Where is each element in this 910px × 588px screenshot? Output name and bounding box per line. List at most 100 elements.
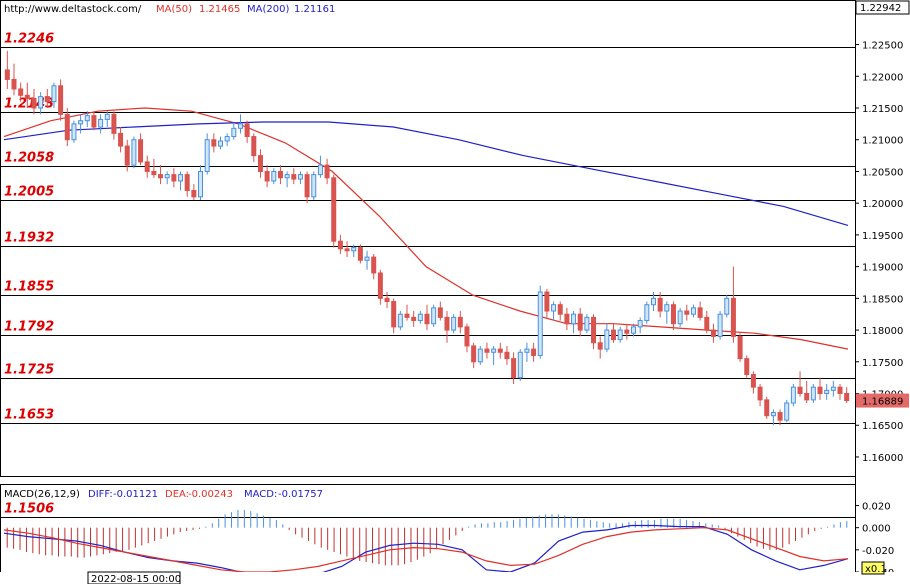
candle bbox=[710, 323, 716, 343]
candle bbox=[84, 111, 90, 128]
ma50-value: 1.21465 bbox=[199, 4, 240, 15]
candle bbox=[551, 301, 557, 321]
candle bbox=[664, 301, 670, 324]
price-tick-label: 1.20500 bbox=[862, 167, 903, 178]
candle bbox=[24, 82, 30, 108]
candle bbox=[51, 82, 57, 108]
candle bbox=[597, 336, 603, 359]
candle bbox=[577, 307, 583, 337]
candle bbox=[277, 165, 283, 185]
candle bbox=[670, 301, 676, 331]
price-tick-label: 1.22000 bbox=[862, 72, 903, 83]
candle bbox=[457, 311, 463, 334]
macd-tick-label: 0.000 bbox=[862, 524, 891, 535]
candle bbox=[184, 171, 190, 197]
candle bbox=[684, 304, 690, 321]
level-label: 1.2246 bbox=[4, 32, 54, 47]
candle bbox=[804, 380, 810, 404]
candle bbox=[251, 133, 257, 162]
macd-diff-value: -0.01121 bbox=[113, 489, 158, 500]
candle bbox=[291, 168, 297, 185]
candle bbox=[171, 168, 177, 188]
candle bbox=[204, 133, 210, 175]
candle bbox=[717, 311, 723, 340]
candle bbox=[11, 63, 17, 96]
macd-macd-value: -0.01757 bbox=[278, 489, 323, 500]
candle bbox=[644, 301, 650, 324]
current-price-marker bbox=[856, 393, 909, 408]
zoom-label: x0.1 bbox=[865, 564, 887, 575]
level-label: 1.1653 bbox=[4, 408, 54, 423]
candle bbox=[411, 311, 417, 327]
candle bbox=[98, 114, 104, 134]
candle bbox=[531, 342, 537, 362]
candle bbox=[257, 149, 263, 178]
candle bbox=[524, 342, 530, 362]
candle bbox=[497, 342, 503, 359]
candle bbox=[471, 342, 477, 369]
level-label: 1.2058 bbox=[4, 151, 54, 166]
candle bbox=[284, 171, 290, 188]
price-tick-label: 1.18000 bbox=[862, 326, 903, 337]
candle bbox=[704, 311, 710, 334]
candle bbox=[198, 165, 204, 200]
candle bbox=[777, 409, 783, 426]
candle bbox=[437, 301, 443, 321]
candle bbox=[564, 307, 570, 331]
candle bbox=[724, 295, 730, 318]
candle bbox=[297, 171, 303, 185]
candle bbox=[304, 171, 310, 204]
candle bbox=[624, 323, 630, 340]
macd-tick-label: 0.020 bbox=[862, 502, 891, 513]
price-tick-label: 1.21500 bbox=[862, 104, 903, 115]
candle bbox=[637, 317, 643, 334]
candle bbox=[18, 82, 24, 102]
panel-separator bbox=[0, 477, 910, 484]
zoom-badge[interactable] bbox=[861, 561, 885, 575]
candle bbox=[591, 314, 597, 350]
candle bbox=[331, 174, 337, 248]
price-tick-label: 1.22500 bbox=[862, 41, 903, 52]
level-label: 1.1855 bbox=[4, 280, 54, 295]
candle bbox=[217, 136, 223, 150]
candle bbox=[4, 50, 10, 89]
macd-macd-label: MACD: bbox=[244, 489, 277, 500]
ma200-line bbox=[3, 121, 849, 226]
ma200-label: MA(200) bbox=[247, 4, 289, 15]
candle bbox=[417, 311, 423, 324]
candle bbox=[104, 111, 110, 128]
candle bbox=[364, 250, 370, 270]
candle bbox=[178, 171, 184, 191]
candle bbox=[131, 136, 137, 169]
candle bbox=[324, 158, 330, 185]
ma200-value: 1.21161 bbox=[294, 4, 335, 15]
candle bbox=[790, 384, 796, 407]
candle bbox=[484, 342, 490, 359]
candle bbox=[517, 349, 523, 381]
candle bbox=[844, 387, 850, 404]
candle bbox=[78, 114, 84, 134]
price-tick-label: 1.18500 bbox=[862, 294, 903, 305]
top-price-box bbox=[855, 0, 910, 15]
candle bbox=[584, 314, 590, 334]
macd-dea-value: -0.00243 bbox=[188, 489, 233, 500]
candle bbox=[111, 111, 117, 140]
macd-dea-line bbox=[3, 527, 849, 573]
candle bbox=[557, 301, 563, 321]
macd-layer bbox=[3, 509, 849, 578]
price-tick-label: 1.19500 bbox=[862, 231, 903, 242]
candles-layer bbox=[4, 50, 850, 426]
level-label: 1.1506 bbox=[4, 502, 54, 517]
level-label: 1.1792 bbox=[4, 320, 54, 335]
candle bbox=[237, 114, 243, 134]
date-cursor-label: 2022-08-15 00:00 bbox=[91, 574, 181, 584]
candle bbox=[677, 307, 683, 327]
candle bbox=[31, 88, 37, 115]
candle bbox=[491, 345, 497, 365]
candle bbox=[617, 326, 623, 343]
candle bbox=[138, 133, 144, 166]
top-price-value: 1.22942 bbox=[860, 3, 901, 14]
candle bbox=[397, 311, 403, 331]
